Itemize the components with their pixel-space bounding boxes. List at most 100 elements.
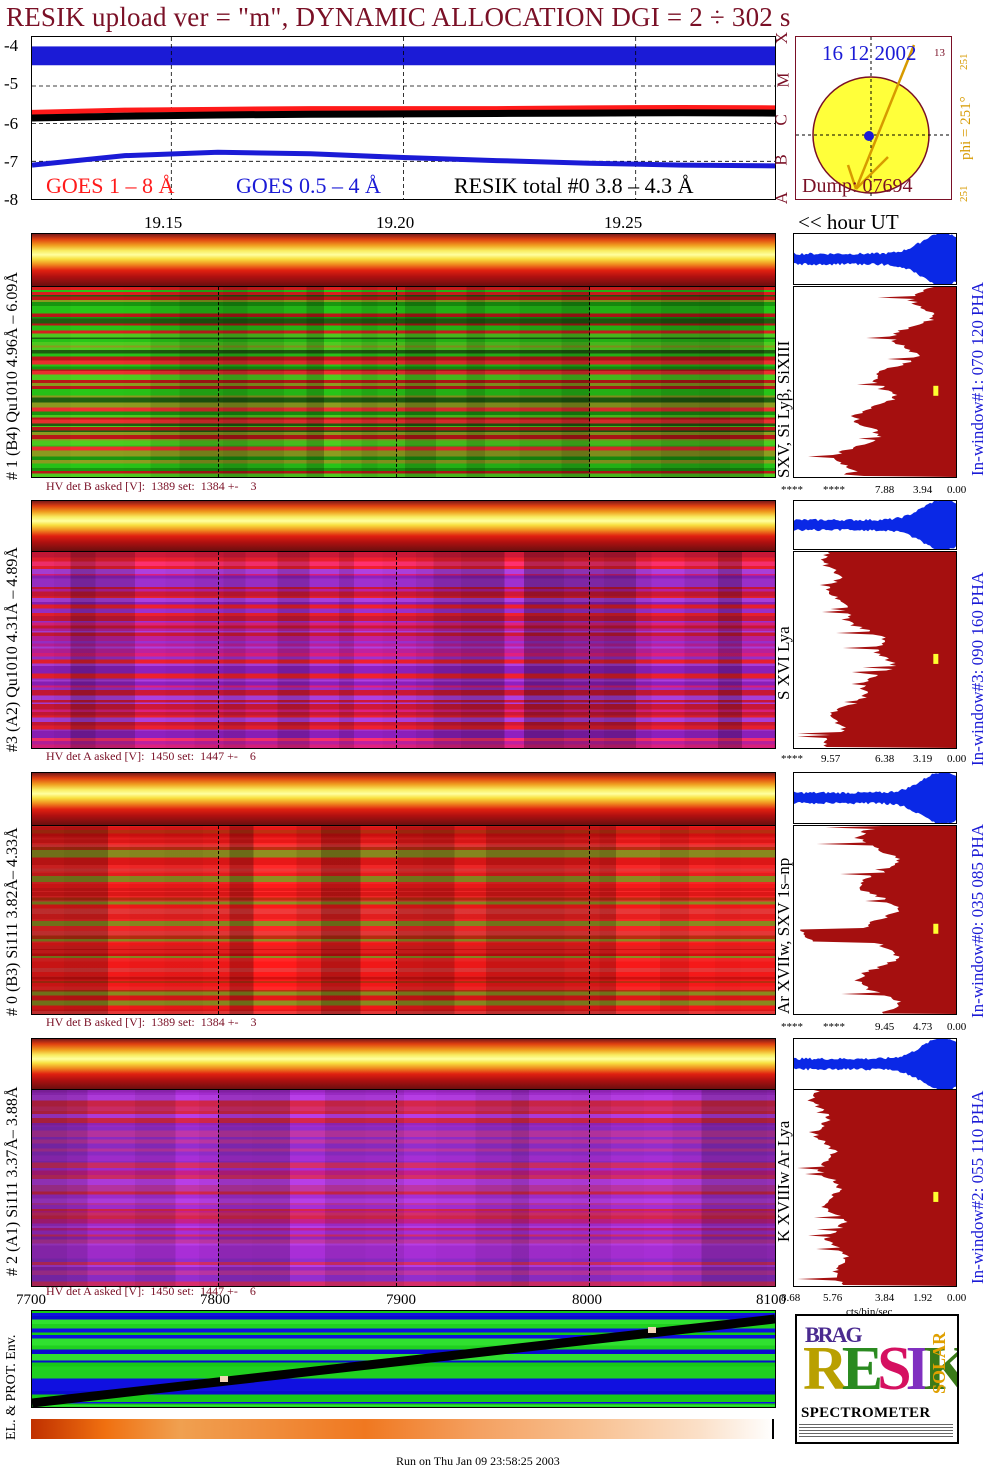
- x-tick: 0.00: [947, 1292, 967, 1304]
- x-tick: ****: [781, 1021, 803, 1033]
- class-letter-b: B: [771, 154, 791, 166]
- channel-2-header-strip: [31, 1038, 776, 1090]
- goes-class-letters: X M C B A: [772, 30, 794, 210]
- x-tick: 6.38: [875, 753, 895, 765]
- dump-number: Dump: 07694: [802, 175, 913, 197]
- x-tick: 7900: [386, 1292, 416, 1308]
- channel-1-header-strip: [31, 233, 776, 287]
- spectrum-profile: [800, 826, 956, 1014]
- window-marker: [933, 653, 939, 664]
- spectrum-fill: [808, 287, 956, 477]
- orbit-colorbar: [31, 1419, 774, 1439]
- hour-ut-label: << hour UT: [798, 210, 899, 234]
- y-tick: -8: [4, 190, 19, 209]
- legend-goes-long: GOES 1 – 8 Å: [46, 173, 175, 198]
- legend-resik: RESIK total #0 3.8 – 4.3 Å: [454, 173, 694, 198]
- phi-value-bottom: 251: [958, 185, 970, 203]
- spectrum-fill: [800, 826, 956, 1014]
- grid-line: [396, 552, 398, 748]
- window-marker: [933, 1191, 939, 1202]
- grid-line: [217, 552, 219, 748]
- logo-fineprint: [799, 1424, 953, 1438]
- channel-1-spectrogram: [31, 286, 776, 478]
- time-tick: 19.15: [144, 213, 183, 232]
- pha-panel-3: [793, 500, 957, 550]
- spectrum-profile: [797, 1090, 956, 1286]
- grid-line: [396, 1090, 398, 1286]
- grid-line: [589, 826, 591, 1014]
- x-tick: 8000: [572, 1292, 602, 1308]
- pha-panel-0: [793, 772, 957, 824]
- goes-x-class-band: [32, 46, 775, 66]
- pha-window-0: In-window#0: 035 085 PHA: [968, 823, 987, 1018]
- channel-0-lines: Ar XVIIw, SXV 1s–np: [774, 857, 793, 1014]
- class-letter-x: X: [772, 31, 792, 45]
- time-tick: 19.20: [376, 213, 415, 232]
- series-line: [32, 109, 775, 122]
- colorbar-gradient: [31, 1419, 774, 1439]
- x-tick: 7.88: [875, 484, 895, 496]
- class-letter-c: C: [771, 114, 791, 126]
- channel-1-label: # 1 (B4) Qu1010 4.96Å – 6.09Å: [4, 272, 21, 480]
- grid-line: [396, 287, 398, 477]
- x-tick: ****: [823, 484, 845, 496]
- spectrogram-image: [32, 826, 775, 1014]
- channel-2-lines: K XVIIIw Ar Lya: [774, 1120, 793, 1242]
- pha-window-3: In-window#3: 090 160 PHA: [968, 571, 987, 766]
- heat-strip: [32, 501, 775, 551]
- y-tick: -7: [4, 152, 19, 171]
- sun-date: 16 12 2002: [822, 41, 917, 65]
- spectrum-panel-2: [793, 1089, 957, 1287]
- pha-histogram: [794, 773, 956, 823]
- x-tick: 3.84: [875, 1292, 895, 1304]
- class-letter-a: A: [772, 191, 792, 205]
- grid-line: [217, 1090, 219, 1286]
- pha-panel-2: [793, 1038, 957, 1090]
- grid-line: [589, 552, 591, 748]
- goes-lightcurve-panel: GOES 1 – 8 Å GOES 0.5 – 4 Å RESIK total …: [31, 36, 776, 200]
- colorbar-marker: [772, 1419, 774, 1439]
- resik-logo: BRAG RESIK SOLAR SPECTROMETER: [795, 1314, 959, 1444]
- pha-window-2: In-window#2: 055 110 PHA: [968, 1090, 987, 1284]
- x-tick: 9.57: [821, 753, 841, 765]
- spectrum-profile: [808, 287, 956, 477]
- hv-readout-1: HV det B asked [V]: 1389 set: 1384 +- 3: [46, 479, 257, 493]
- pole-angle: 13: [934, 47, 945, 59]
- x-tick: 4.73: [913, 1021, 933, 1033]
- pha-shape: [794, 1039, 956, 1089]
- grid-line: [217, 826, 219, 1014]
- x-tick: 3.94: [913, 484, 933, 496]
- logo-resik: RESIK: [803, 1335, 957, 1403]
- pha-window-1: In-window#1: 070 120 PHA: [968, 281, 987, 476]
- logo-spectrometer: SPECTROMETER: [801, 1405, 931, 1421]
- spectrum-panel-3: [793, 551, 957, 749]
- heat-strip: [32, 773, 775, 825]
- channel-2-label: # 2 (A1) Si111 3.37Å– 3.88Å: [4, 1086, 21, 1276]
- channel-0-header-strip: [31, 772, 776, 826]
- phi-value-top: 251: [958, 53, 970, 71]
- orbit-xticks: 7700 7800 7900 8000 8100: [0, 1292, 800, 1312]
- x-tick: 8100: [756, 1292, 786, 1308]
- grid-line: [217, 287, 219, 477]
- orbit-y-label: EL. & PROT. Env.: [4, 1334, 19, 1440]
- channel-0-spectrogram: [31, 825, 776, 1015]
- channel-3-header-strip: [31, 500, 776, 552]
- x-tick: 7700: [16, 1292, 46, 1308]
- pha-shape: [794, 773, 956, 823]
- channel-2-spectrogram: [31, 1089, 776, 1287]
- orbit-panel: [31, 1310, 776, 1408]
- spectrogram-image: [32, 1090, 775, 1286]
- x-tick: 7800: [200, 1292, 230, 1308]
- grid-line: [589, 1090, 591, 1286]
- sun-panel: 16 12 2002 13 Dump: 07694: [795, 36, 952, 200]
- channel-1-lines: SXV, Si Lyβ, SiXIII: [774, 340, 793, 478]
- hv-readout-3: HV det A asked [V]: 1450 set: 1447 +- 6: [46, 749, 256, 763]
- grid-line: [396, 826, 398, 1014]
- pha-shape: [794, 234, 956, 284]
- x-tick: 0.00: [947, 753, 967, 765]
- window-marker: [933, 923, 939, 934]
- time-tick: 19.25: [604, 213, 643, 232]
- spectrum-fill: [797, 1090, 956, 1286]
- grid-line: [589, 287, 591, 477]
- x-tick: 0.00: [947, 1021, 967, 1033]
